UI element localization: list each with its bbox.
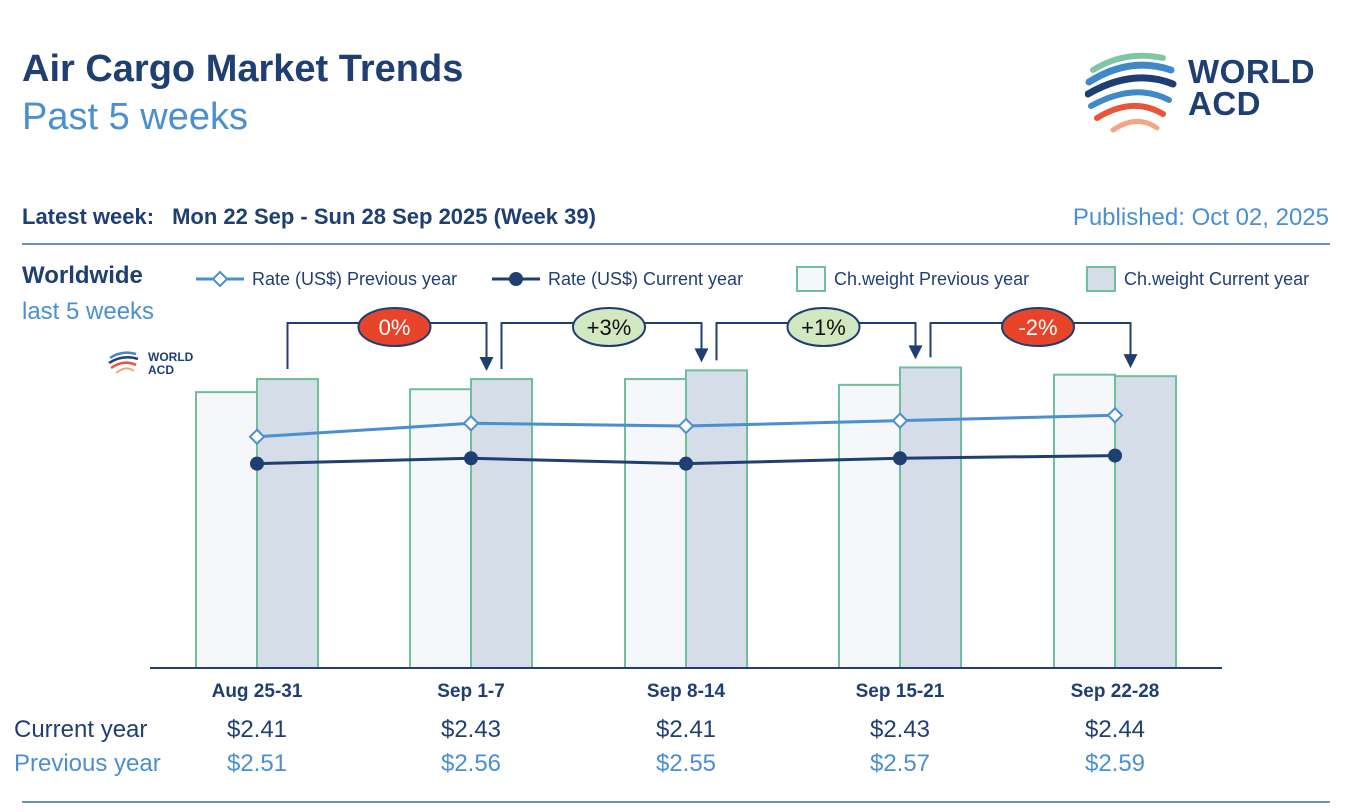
legend-rate-prev-icon <box>196 270 244 288</box>
rate-prev-point <box>891 412 909 430</box>
legend-rate-curr: Rate (US$) Current year <box>492 262 743 296</box>
page-title: Air Cargo Market Trends <box>22 48 464 90</box>
published-date: Published: Oct 02, 2025 <box>1072 204 1329 231</box>
legend-cw-prev: Ch.weight Previous year <box>796 262 1029 296</box>
current-year-label: Current year <box>14 716 148 743</box>
bar-cw-curr <box>256 378 319 669</box>
current-year-value: $2.43 <box>440 716 502 743</box>
current-year-value: $2.41 <box>226 716 288 743</box>
previous-year-value: $2.51 <box>226 750 288 777</box>
bar-cw-prev <box>1053 373 1116 669</box>
legend-cw-curr-icon <box>1086 266 1116 292</box>
bar-cw-curr <box>1114 375 1177 669</box>
header-divider <box>22 243 1330 245</box>
change-bubble <box>572 307 646 347</box>
rate-curr-point <box>1108 448 1122 463</box>
x-tick-label: Sep 8-14 <box>647 681 726 702</box>
current-year-value: $2.41 <box>655 716 717 743</box>
change-bubble <box>786 307 861 347</box>
change-bubble <box>357 307 432 347</box>
previous-year-value: $2.57 <box>869 750 931 777</box>
region-period: last 5 weeks <box>22 298 155 325</box>
bar-cw-curr <box>899 366 962 669</box>
change-label: -2% <box>1018 315 1057 340</box>
legend-rate-curr-icon <box>492 272 540 286</box>
latest-week: Latest week: Mon 22 Sep - Sun 28 Sep 2025… <box>22 204 596 229</box>
rate-curr-point <box>250 456 264 471</box>
previous-year-value: $2.55 <box>655 750 717 777</box>
current-year-value: $2.43 <box>869 716 931 743</box>
page-subtitle: Past 5 weeks <box>22 96 248 138</box>
brand-wordmark: WORLD ACD <box>1188 53 1316 122</box>
previous-year-label: Previous year <box>14 750 161 777</box>
arrow-head-icon <box>1123 354 1138 369</box>
legend-rate-prev: Rate (US$) Previous year <box>196 262 457 296</box>
arrow-head-icon <box>908 345 923 360</box>
svg-text:ACD: ACD <box>148 363 174 377</box>
legend-cw-curr: Ch.weight Current year <box>1086 262 1309 296</box>
rate-curr-point <box>893 451 907 466</box>
arrow-head-icon <box>694 348 709 363</box>
arrow-head-icon <box>479 357 494 372</box>
mini-logo: WORLD ACD <box>108 350 194 377</box>
bar-cw-prev <box>409 388 472 669</box>
rate-prev-point <box>248 428 266 446</box>
world-acd-logo <box>1085 52 1177 133</box>
x-tick-label: Aug 25-31 <box>212 681 303 702</box>
change-label: +1% <box>801 315 846 340</box>
rate-curr-point <box>679 456 693 471</box>
legend-cw-prev-icon <box>796 266 826 292</box>
change-bubble <box>1001 307 1075 347</box>
rate-prev-point <box>677 417 695 435</box>
region-name: Worldwide <box>22 262 143 289</box>
current-year-value: $2.44 <box>1084 716 1146 743</box>
previous-year-value: $2.56 <box>440 750 502 777</box>
rate-prev-point <box>1106 406 1124 424</box>
bar-cw-prev <box>624 378 687 669</box>
previous-year-value: $2.59 <box>1084 750 1146 777</box>
x-tick-label: Sep 15-21 <box>856 681 945 702</box>
change-label: 0% <box>379 315 411 340</box>
svg-text:WORLD: WORLD <box>148 350 194 364</box>
bar-cw-curr <box>685 369 748 669</box>
bar-cw-prev <box>838 383 901 669</box>
rate-curr-point <box>464 451 478 466</box>
x-tick-label: Sep 22-28 <box>1071 681 1160 702</box>
bar-cw-curr <box>470 378 533 669</box>
bar-cw-prev <box>195 391 258 669</box>
change-label: +3% <box>587 315 632 340</box>
footer-divider <box>22 801 1330 803</box>
rate-prev-point <box>462 414 480 432</box>
x-tick-label: Sep 1-7 <box>437 681 505 702</box>
